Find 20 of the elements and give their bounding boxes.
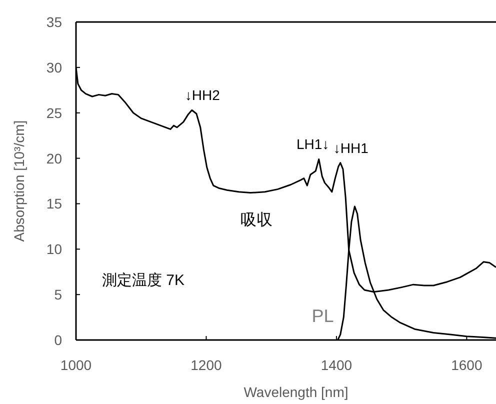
- y-axis-title: Absorption [10³/cm]: [11, 120, 27, 242]
- y-tick-label: 35: [46, 14, 62, 30]
- y-tick-label: 15: [46, 196, 62, 212]
- annotation: 吸収: [240, 210, 273, 229]
- x-tick-label: 1400: [320, 357, 352, 373]
- annotation: PL: [312, 306, 334, 326]
- x-axis-title: Wavelength [nm]: [244, 384, 348, 400]
- annotation: LH1↓: [296, 136, 330, 152]
- annotation: ↓HH2: [184, 87, 220, 104]
- x-tick-label: 1600: [451, 357, 482, 373]
- y-tick-label: 10: [46, 241, 62, 258]
- y-tick-label: 20: [46, 150, 62, 166]
- y-tick-label: 25: [46, 104, 62, 121]
- annotation: ↓HH1: [333, 140, 369, 156]
- y-tick-label: 30: [46, 59, 62, 76]
- y-tick-label: 5: [54, 286, 62, 303]
- x-tick-label: 1200: [190, 357, 222, 373]
- annotation: 測定温度 7K: [102, 272, 185, 289]
- y-tick-label: 0: [54, 332, 62, 348]
- x-tick-label: 1000: [60, 357, 92, 373]
